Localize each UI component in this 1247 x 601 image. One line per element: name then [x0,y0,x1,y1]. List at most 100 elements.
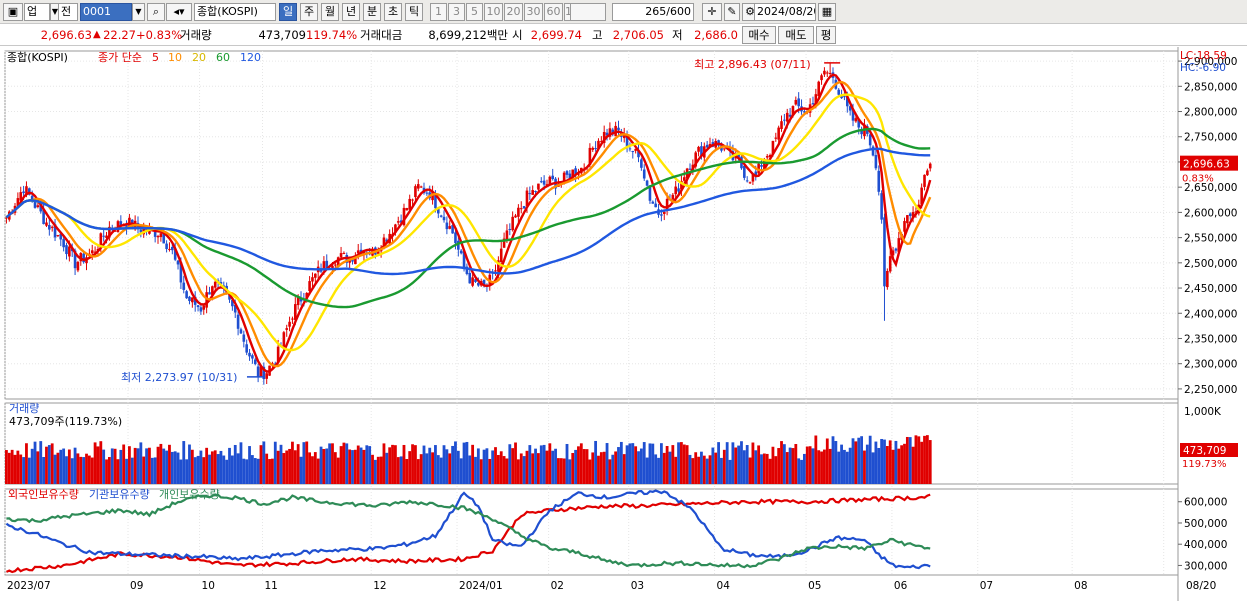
volume-bar [605,443,609,484]
volume-bar [153,457,157,484]
volume-bar [814,435,818,484]
volume-bar [316,458,320,484]
volume-bar [362,449,366,484]
volume-bar [293,450,297,484]
period-tab-2[interactable]: 월 [321,3,339,21]
volume-bar [170,451,174,484]
volume-bar [508,444,512,484]
volume-bar [313,452,317,484]
change-percent: +0.83% [136,28,183,42]
candle-body [405,208,409,211]
candle-body [471,277,474,286]
buy-button[interactable]: 매수 [742,26,776,44]
volume-bar [700,451,703,484]
volume-bar [588,459,592,484]
minute-tab-5[interactable]: 5 [466,3,483,21]
candle-body [537,183,540,190]
price-tick-label: 2,900,000 [1184,56,1237,68]
minute-tab-30[interactable]: 30 [524,3,543,21]
volume-bar [422,445,426,484]
stock-chart[interactable]: 2,250,000 2,300,000 2,350,000 2,400,000 2,45… [0,47,1247,601]
crosshair-icon[interactable]: ✛ [702,3,722,21]
candle-body [419,186,423,188]
volume-bar [885,446,889,484]
market-select[interactable]: 업 [24,3,50,21]
candle-body [771,140,775,155]
volume-bar [82,457,86,484]
price-tick-label: 2,350,000 [1184,333,1237,345]
volume-bar [13,454,17,484]
code-input[interactable]: 0001 [80,3,132,21]
time-tick-label: 06 [894,580,908,592]
draw-icon[interactable]: ✎ [724,3,740,21]
volume-bar [208,454,211,484]
candle-body [211,286,214,295]
dropdown-empty[interactable] [570,3,606,21]
candle-body [382,237,386,248]
date-input[interactable]: 2024/08/20 [754,3,816,21]
candle-body [42,209,45,225]
time-tick-label: 03 [631,580,644,592]
candle-body [19,192,23,201]
volume-bar [133,447,137,484]
period-tab-3[interactable]: 년 [342,3,360,21]
volume-bar [70,458,74,484]
candle-body [459,250,463,254]
prev-select[interactable]: 전 [58,3,78,21]
period-tab-0[interactable]: 일 [279,3,297,21]
volume-bar [113,448,117,484]
volume-bar [522,456,526,484]
volume-bar [373,459,377,484]
volume-bar [59,449,63,484]
minute-tab-10[interactable]: 10 [484,3,503,21]
volume-bar [800,459,803,484]
candle-body [416,184,420,189]
volume-bar [731,442,735,484]
price-tick-label: 2,550,000 [1184,233,1237,245]
volume-bar [637,451,640,484]
period-tab-4[interactable]: 분 [363,3,381,21]
period-tab-1[interactable]: 주 [300,3,318,21]
volume-bar [828,448,832,484]
volume-bar [47,445,51,484]
avg-button[interactable]: 평 [816,26,836,44]
candle-body [914,211,918,213]
volume-bar [56,452,60,484]
period-tab-6[interactable]: 틱 [405,3,423,21]
volume-bar [519,453,523,484]
holding-legend-1: 기관보유수량 [89,488,150,501]
minute-tab-3[interactable]: 3 [448,3,465,21]
minute-tab-20[interactable]: 20 [504,3,523,21]
candle-body [848,106,852,111]
volume-bar [93,442,97,484]
volume-bar [711,447,715,484]
bar-count-field[interactable]: 265/600 [612,3,694,21]
candle-body [325,260,329,269]
minute-tab-1[interactable]: 1 [430,3,447,21]
candle-body [339,253,343,258]
time-tick-label: 04 [717,580,731,592]
volume-bar [273,441,277,484]
calendar-icon[interactable]: ▦ [818,3,836,21]
candle-body [708,143,712,147]
volume-bar [339,446,343,484]
candle-body [28,188,31,195]
candle-body [723,148,726,150]
sell-button[interactable]: 매도 [778,26,814,44]
volume-bar [617,447,620,484]
candle-body [874,155,878,169]
volume-bar [53,454,57,484]
window-icon[interactable]: ▣ [3,3,23,21]
volume-bar [359,447,363,484]
volume-bar [737,445,741,484]
amount-label: 거래대금 [360,28,403,42]
volume-bar [802,453,806,484]
period-tab-5[interactable]: 초 [384,3,402,21]
volume-bar [654,454,658,484]
minute-tab-60[interactable]: 60 [544,3,563,21]
search-icon[interactable]: ⌕ [147,3,165,21]
chevron-down-icon[interactable]: ▼ [132,3,145,21]
volume-bar [431,452,434,484]
speaker-icon[interactable]: ◂▾ [166,3,192,21]
time-tick-label: 12 [373,580,386,592]
